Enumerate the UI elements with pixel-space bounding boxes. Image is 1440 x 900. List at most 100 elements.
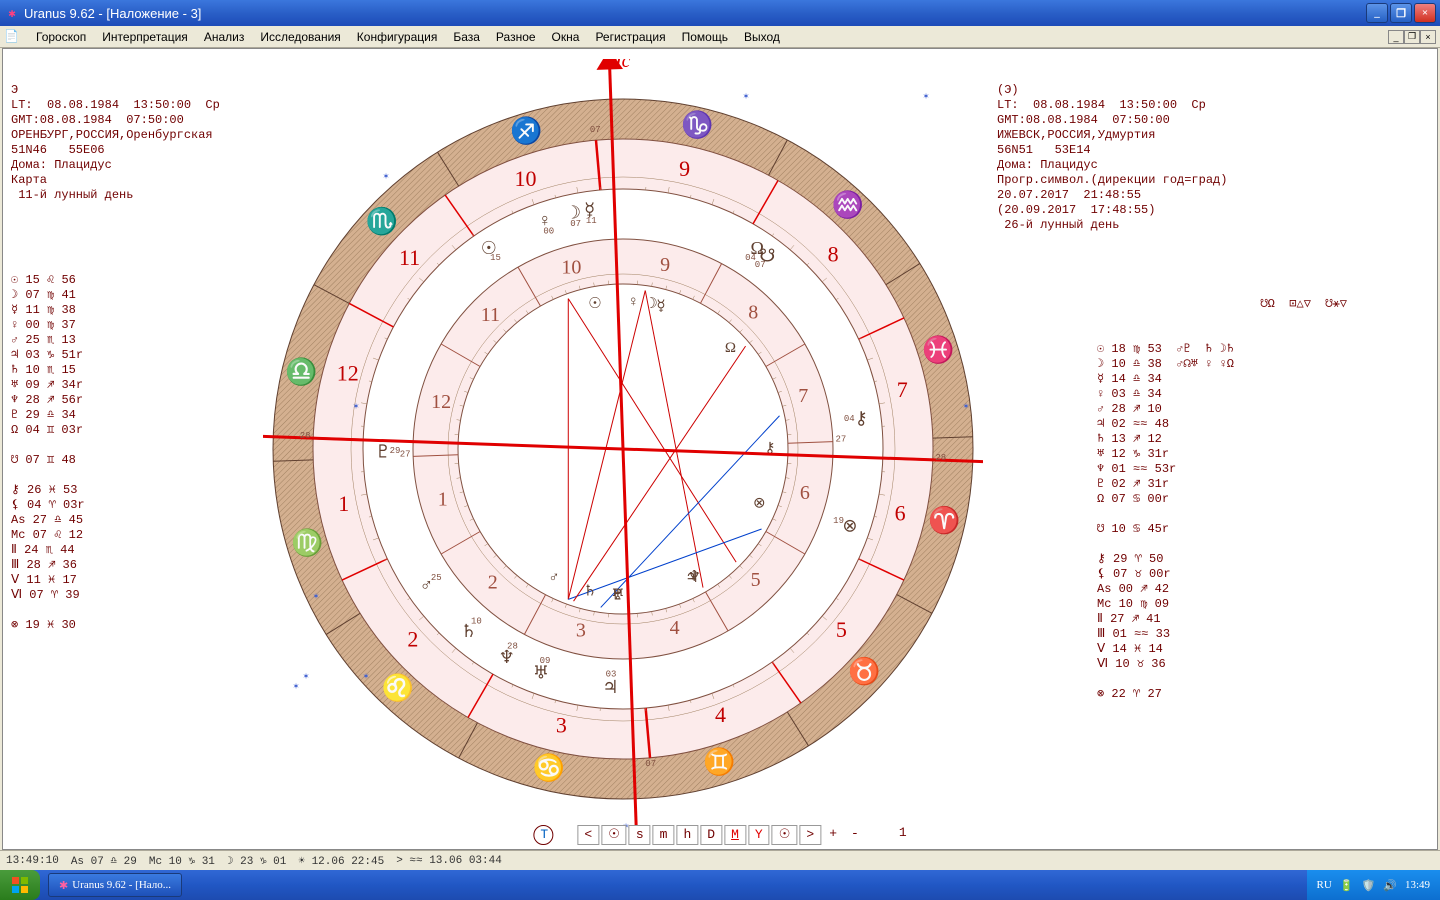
toolbar-sun2[interactable]: ☉: [772, 825, 798, 845]
svg-text:♋: ♋: [533, 753, 565, 783]
svg-text:♊: ♊: [703, 747, 735, 777]
menu-base[interactable]: База: [445, 28, 488, 46]
minimize-button[interactable]: _: [1366, 3, 1388, 23]
svg-text:♍: ♍: [291, 527, 323, 557]
toolbar-month[interactable]: M: [724, 825, 746, 845]
svg-text:1: 1: [338, 491, 349, 516]
right-positions: ☉ 18 ♍ 53 ♂♇ ♄ ☽♄ ☽ 10 ♎ 38 ♂☊♅ ♀ ♀Ω ☿ 1…: [997, 342, 1357, 702]
toolbar-sun1[interactable]: ☉: [601, 825, 627, 845]
toolbar-prev[interactable]: <: [577, 825, 599, 845]
taskbar-app[interactable]: ✱ Uranus 9.62 - [Нало...: [48, 873, 182, 897]
svg-text:10: 10: [471, 617, 482, 627]
svg-text:Mc: Mc: [604, 59, 631, 72]
toolbar-next[interactable]: >: [799, 825, 821, 845]
svg-text:✶: ✶: [963, 402, 969, 413]
svg-text:28: 28: [300, 431, 311, 441]
menu-bar: 📄 Гороскоп Интерпретация Анализ Исследов…: [0, 26, 1440, 48]
status-moon: ☽ 23 ♑ 01: [227, 854, 286, 868]
svg-text:07: 07: [570, 219, 581, 229]
astro-chart-svg: ♎♏♐♑♒♓♈♉♊♋♌♍1234567891011121234567891011…: [263, 59, 983, 850]
toolbar-m[interactable]: m: [653, 825, 675, 845]
svg-text:4: 4: [670, 617, 680, 639]
toolbar-d[interactable]: D: [700, 825, 722, 845]
svg-text:04: 04: [844, 414, 855, 424]
svg-text:Ω: Ω: [725, 340, 736, 356]
svg-text:♀: ♀: [628, 294, 639, 310]
menu-misc[interactable]: Разное: [488, 28, 544, 46]
close-button[interactable]: ×: [1414, 3, 1436, 23]
menu-research[interactable]: Исследования: [252, 28, 348, 46]
menu-analysis[interactable]: Анализ: [196, 28, 253, 46]
svg-text:19: 19: [833, 516, 844, 526]
toolbar-h[interactable]: h: [676, 825, 698, 845]
svg-text:♉: ♉: [848, 656, 880, 686]
svg-text:♑: ♑: [681, 109, 713, 139]
svg-text:6: 6: [895, 501, 906, 526]
svg-text:07: 07: [645, 759, 656, 769]
tray-shield-icon: 🛡️: [1362, 879, 1376, 892]
status-time: 13:49:10: [6, 855, 59, 867]
svg-text:5: 5: [836, 617, 847, 642]
svg-text:11: 11: [586, 216, 597, 226]
menu-help[interactable]: Помощь: [674, 28, 736, 46]
svg-text:♒: ♒: [832, 190, 864, 220]
start-button[interactable]: [0, 870, 40, 900]
status-bar: 13:49:10 As 07 ♎ 29 Mc 10 ♑ 31 ☽ 23 ♑ 01…: [0, 850, 1440, 870]
svg-text:♓: ♓: [922, 334, 954, 364]
svg-text:6: 6: [800, 482, 810, 504]
svg-text:✶: ✶: [303, 672, 309, 683]
svg-text:♇: ♇: [611, 587, 624, 603]
svg-text:07: 07: [755, 260, 766, 270]
maximize-button[interactable]: ❐: [1390, 3, 1412, 23]
toolbar-year[interactable]: Y: [748, 825, 770, 845]
menu-registration[interactable]: Регистрация: [587, 28, 673, 46]
mdi-minimize[interactable]: _: [1388, 30, 1404, 44]
svg-text:♃: ♃: [602, 677, 618, 697]
window-title: Uranus 9.62 - [Наложение - 3]: [24, 6, 1366, 21]
svg-text:✶: ✶: [313, 592, 319, 603]
svg-text:03: 03: [606, 670, 617, 680]
chart-toolbar: T < ☉ s m h D M Y ☉ > + - 1: [533, 825, 906, 845]
svg-text:♈: ♈: [928, 505, 960, 535]
svg-text:11: 11: [399, 245, 420, 270]
svg-text:00: 00: [543, 226, 554, 236]
svg-text:⊗: ⊗: [753, 496, 766, 512]
right-header: (Э) LT: 08.08.1984 13:50:00 Ср GMT:08.08…: [997, 83, 1357, 233]
menu-exit[interactable]: Выход: [736, 28, 788, 46]
toolbar-t[interactable]: T: [533, 825, 553, 845]
status-as: As 07 ♎ 29: [71, 854, 137, 868]
svg-text:✶: ✶: [363, 672, 369, 683]
mdi-restore[interactable]: ❐: [1404, 30, 1420, 44]
menu-interpretation[interactable]: Интерпретация: [94, 28, 196, 46]
toolbar-plus[interactable]: +: [823, 825, 843, 845]
tray-lang[interactable]: RU: [1317, 879, 1332, 891]
svg-text:♎: ♎: [285, 357, 317, 387]
svg-text:9: 9: [660, 254, 670, 276]
svg-text:✶: ✶: [383, 172, 389, 183]
toolbar-one: 1: [899, 825, 907, 845]
window-controls: _ ❐ ×: [1366, 3, 1436, 23]
svg-text:10: 10: [561, 256, 581, 278]
toolbar-minus[interactable]: -: [845, 825, 865, 845]
svg-text:☉: ☉: [588, 296, 601, 312]
svg-text:1: 1: [438, 488, 448, 510]
status-sun1: ☀ 12.06 22:45: [298, 854, 384, 868]
svg-text:28: 28: [507, 641, 518, 651]
menu-horoscope[interactable]: Гороскоп: [28, 28, 94, 46]
system-tray: RU 🔋 🛡️ 🔊 13:49: [1307, 870, 1440, 900]
left-header: Э LT: 08.08.1984 13:50:00 Ср GMT:08.08.1…: [11, 83, 271, 203]
status-sun2: > ≈≈ 13.06 03:44: [396, 855, 502, 867]
svg-text:8: 8: [748, 302, 758, 324]
svg-text:25: 25: [431, 573, 442, 583]
mdi-close[interactable]: ×: [1420, 30, 1436, 44]
menu-configuration[interactable]: Конфигурация: [349, 28, 446, 46]
svg-text:♏: ♏: [365, 206, 397, 236]
mdi-controls: _ ❐ ×: [1388, 30, 1436, 44]
menu-windows[interactable]: Окна: [544, 28, 588, 46]
svg-text:✶: ✶: [353, 402, 359, 413]
taskbar-app-icon: ✱: [59, 879, 68, 892]
toolbar-s[interactable]: s: [629, 825, 651, 845]
svg-text:8: 8: [828, 242, 839, 267]
svg-text:♆: ♆: [688, 569, 701, 585]
svg-text:♐: ♐: [510, 115, 542, 145]
